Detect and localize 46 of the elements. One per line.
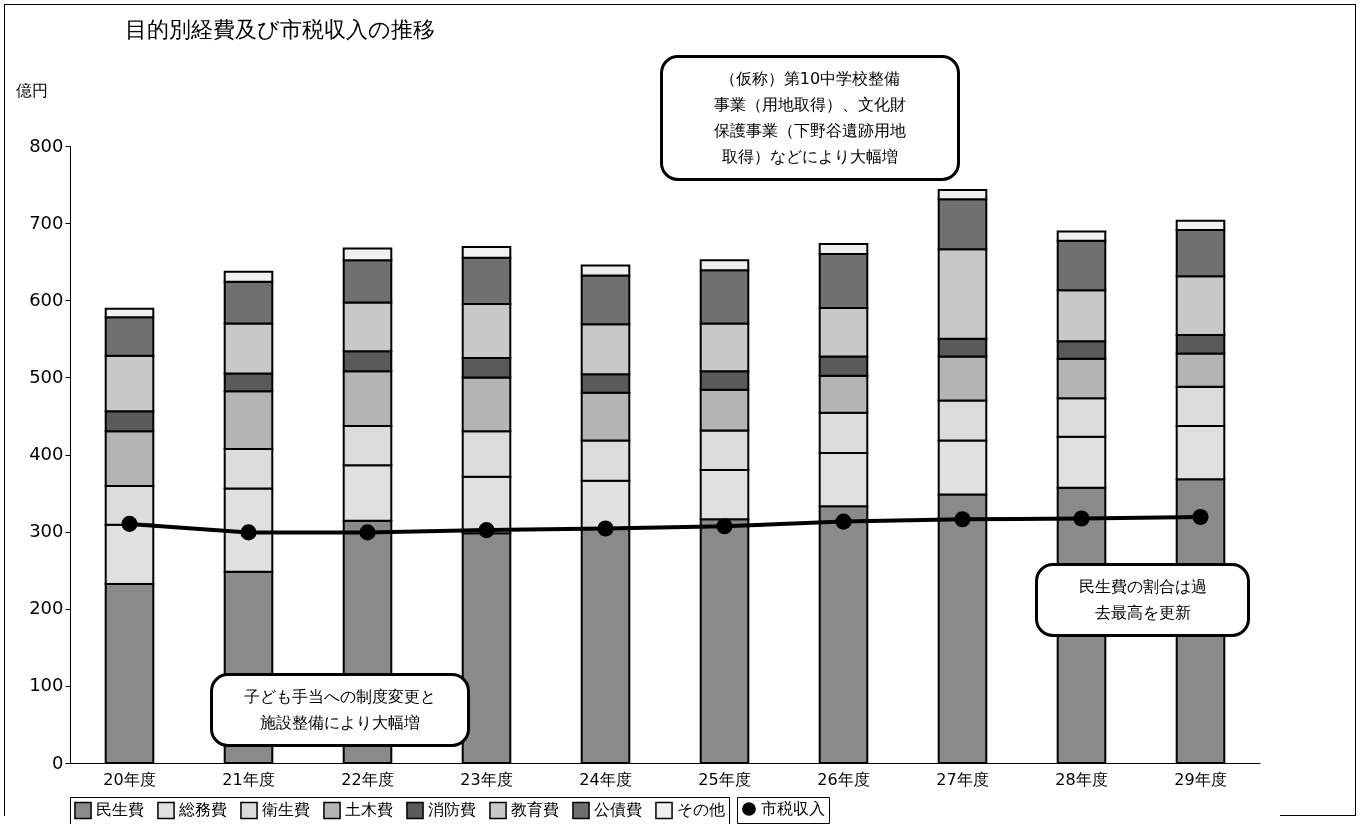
x-tick-label: 24年度 — [579, 769, 632, 789]
speech-bubble: 民生費の割合は過去最高を更新 — [1035, 563, 1250, 637]
speech-bubble: （仮称）第10中学校整備事業（用地取得）、文化財保護事業（下野谷遺跡用地取得）などにより大幅増 — [660, 55, 960, 181]
x-tick-label: 20年度 — [103, 769, 156, 789]
y-tick-label: 600 — [29, 288, 64, 310]
legend-label: 市税収入 — [761, 799, 825, 818]
point — [1073, 510, 1090, 527]
x-tick-label: 21年度 — [222, 769, 275, 789]
legend-label: その他 — [677, 800, 725, 820]
y-tick-label: 0 — [52, 751, 64, 773]
y-tick-label: 400 — [29, 443, 64, 464]
y-tick-label: 800 — [29, 134, 64, 156]
point — [240, 524, 257, 541]
point — [359, 524, 376, 541]
x-tick-label: 22年度 — [341, 769, 394, 789]
point — [716, 518, 733, 535]
y-tick-label: 300 — [29, 520, 64, 542]
point — [121, 515, 138, 532]
point — [478, 522, 495, 539]
legend-label: 消防費 — [428, 800, 476, 820]
x-tick-label: 25年度 — [698, 769, 751, 789]
x-tick-label: 23年度 — [460, 769, 513, 789]
y-tick-label: 200 — [29, 597, 64, 619]
legend-label: 総務費 — [178, 800, 227, 820]
x-tick-label: 29年度 — [1174, 769, 1227, 789]
y-axis-title: 億円 — [15, 80, 48, 100]
point — [1192, 508, 1209, 526]
speech-bubble: 子ども手当への制度変更と施設整備により大幅増 — [210, 673, 470, 747]
y-tick-label: 500 — [29, 365, 64, 387]
point — [835, 513, 852, 530]
legend-label: 民生費 — [96, 800, 144, 820]
x-tick-label: 27年度 — [936, 769, 989, 789]
legend-label: 土木費 — [345, 800, 393, 820]
annotation: 子ども手当への制度変更と施設整備により大幅増 — [243, 686, 437, 734]
y-tick-label: 100 — [29, 674, 64, 696]
x-tick-label: 28年度 — [1055, 769, 1108, 789]
y-tick-label: 700 — [29, 211, 64, 233]
legend-label: 衛生費 — [262, 800, 310, 820]
legend-label: 教育費 — [511, 800, 559, 820]
annotation: 民生費の割合は過去最高を更新 — [1077, 576, 1208, 624]
point — [597, 520, 614, 537]
point — [954, 511, 971, 528]
legend-label: 公債費 — [594, 800, 642, 820]
annotation: （仮称）第10中学校整備事業（用地取得）、文化財保護事業（下野谷遺跡用地取得）などにより大幅増 — [713, 68, 907, 168]
chart-title: 目的別経費及び市税収入の推移 — [125, 17, 435, 42]
x-tick-label: 26年度 — [817, 769, 870, 789]
